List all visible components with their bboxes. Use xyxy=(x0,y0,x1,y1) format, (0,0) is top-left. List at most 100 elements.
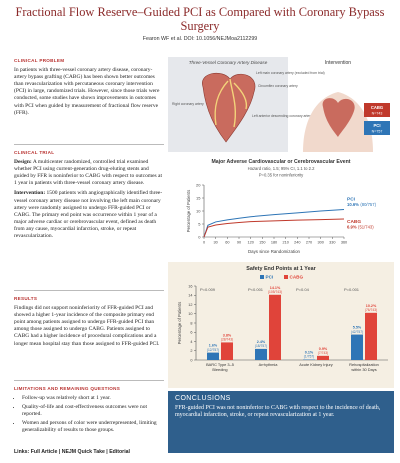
x-tick-label: 240 xyxy=(294,241,300,245)
label: Intervention: xyxy=(14,190,46,197)
paragraph: Intervention: 1500 patients with angiogr… xyxy=(14,190,164,240)
arm-box xyxy=(364,103,390,117)
series-name: CABG xyxy=(347,219,361,225)
km-line xyxy=(203,218,345,238)
bar xyxy=(221,342,233,360)
legend-label: CABG xyxy=(290,275,304,280)
p-value: P=0.009 xyxy=(200,287,216,292)
clinical-problem: Clinical Problem In patients with three-… xyxy=(14,57,164,120)
paragraph: Design: A multicenter randomized, contro… xyxy=(14,159,164,187)
x-tick-label: BARC Type 3–5 Bleeding xyxy=(206,362,234,372)
arm-n: N=757 xyxy=(372,130,383,134)
x-tick-label: 150 xyxy=(259,241,265,245)
arm-name: CABG xyxy=(371,105,383,110)
end-label: 6.9% (51/743) xyxy=(347,225,374,230)
vessel xyxy=(214,78,248,128)
y-tick-label: 15 xyxy=(196,195,201,200)
x-tick-label: 210 xyxy=(282,241,288,245)
value-count: (105/743) xyxy=(268,290,282,294)
value-label: 3.8% xyxy=(223,333,232,337)
y-tick-label: 4 xyxy=(190,340,192,344)
x-tick-label: 360 xyxy=(341,241,347,245)
conclusions-heading: CONCLUSIONS xyxy=(175,395,231,402)
links: Links: Full ArticleNEJM Quick TakeEditor… xyxy=(14,449,130,455)
value-count: (28/743) xyxy=(221,338,233,342)
value-count: (7/743) xyxy=(318,351,328,355)
x-axis-label: Days since Randomization xyxy=(248,249,301,254)
end-count: (51/743) xyxy=(358,225,374,230)
bullet: Women and persons of color were underrep… xyxy=(22,420,164,434)
y-axis-label: Percentage of Patients xyxy=(177,302,182,344)
km-line xyxy=(203,208,345,238)
section-heading: Clinical Trial xyxy=(14,150,55,155)
p-value: P=0.04 xyxy=(296,287,310,292)
y-tick-label: 2 xyxy=(190,349,192,353)
value-count: (1/757) xyxy=(304,355,314,359)
y-tick-label: 8 xyxy=(190,321,192,325)
bar-chart-panel: Safety End Points at 1 Year PCI CABG 0 2 4 6 8 1… xyxy=(168,262,394,388)
x-tick-label: 300 xyxy=(317,241,323,245)
bar xyxy=(365,312,377,360)
chart-title: Major Adverse Cardiovascular or Cerebrov… xyxy=(211,159,350,165)
y-tick-label: 6 xyxy=(190,331,192,335)
section-text: Findings did not support noninferiority … xyxy=(14,305,160,347)
title: Fractional Flow Reserve–Guided PCI as Co… xyxy=(15,5,385,33)
conclusions-text: FFR-guided PCI was not noninferior to CA… xyxy=(175,405,381,419)
x-tick-label: 330 xyxy=(329,241,335,245)
chart-title: Safety End Points at 1 Year xyxy=(246,266,316,272)
illustration-label: Circumflex coronary artery xyxy=(258,84,298,88)
x-tick-label: 30 xyxy=(214,241,218,245)
illustration-label: Right coronary artery xyxy=(172,102,204,106)
p-value: P=0.001 xyxy=(344,287,360,292)
y-axis-label: Percentage of Patients xyxy=(186,190,191,232)
link[interactable]: Full Article xyxy=(30,449,58,455)
value-count: (42/757) xyxy=(351,330,363,334)
y-tick-label: 14 xyxy=(188,294,192,298)
bar xyxy=(351,334,363,360)
section-text: 1500 patients with angiographically iden… xyxy=(14,190,163,240)
value-label: 1.6% xyxy=(209,344,218,348)
arm-name: PCI xyxy=(374,123,381,128)
section-heading: Clinical Problem xyxy=(14,58,65,63)
illustration-label: Left main coronary artery (excluded from… xyxy=(256,71,325,75)
link[interactable]: Editorial xyxy=(105,449,130,455)
end-label: 10.6% (80/757) xyxy=(347,202,377,207)
conclusions: CONCLUSIONS FFR-guided PCI was not nonin… xyxy=(168,391,394,453)
y-tick-label: 10 xyxy=(188,312,192,316)
value-label: 14.1% xyxy=(270,286,281,290)
x-tick-label: 180 xyxy=(271,241,277,245)
value-count: (18/757) xyxy=(255,344,267,348)
y-tick-label: 16 xyxy=(188,284,192,288)
bullet: Follow-up was relatively short at 1 year… xyxy=(22,395,164,402)
x-tick-label: Acute Kidney Injury xyxy=(299,362,333,367)
illustration: Three-Vessel Coronary Artery Disease Lef… xyxy=(168,57,390,152)
bar xyxy=(207,352,219,360)
panel-title: Intervention xyxy=(325,60,351,66)
bar xyxy=(317,355,329,360)
end-value: 10.6% xyxy=(347,202,359,207)
x-tick-label: 90 xyxy=(237,241,241,245)
results: Results Findings did not support noninfe… xyxy=(14,290,164,351)
x-tick-label: 270 xyxy=(306,241,312,245)
y-tick-label: 20 xyxy=(196,182,201,187)
legend-swatch xyxy=(260,275,264,279)
km-chart: Major Adverse Cardiovascular or Cerebrov… xyxy=(186,159,377,254)
x-tick-label: Rehospitalization within 30 Days xyxy=(349,362,379,372)
byline: Fearon WF et al. DOI: 10.1056/NEJMoa2112… xyxy=(142,36,258,42)
limitations: Limitations and Remaining Questions Foll… xyxy=(14,380,164,437)
bar xyxy=(269,294,281,360)
arm-n: N=743 xyxy=(372,112,383,116)
x-tick-label: 120 xyxy=(247,241,253,245)
panel-title: Three-Vessel Coronary Artery Disease xyxy=(189,60,268,65)
heart xyxy=(322,98,355,137)
value-label: 2.4% xyxy=(257,340,266,344)
y-tick-label: 0 xyxy=(190,358,192,362)
link[interactable]: NEJM Quick Take xyxy=(57,449,105,455)
links-label: Links: xyxy=(14,449,30,455)
bullet: Quality-of-life and cost-effectiveness o… xyxy=(22,404,164,418)
y-tick-label: 5 xyxy=(198,221,201,226)
value-label: 10.2% xyxy=(366,304,377,308)
x-tick-label: Arrhythmia xyxy=(258,362,278,367)
p-value: P<0.001 xyxy=(248,287,264,292)
